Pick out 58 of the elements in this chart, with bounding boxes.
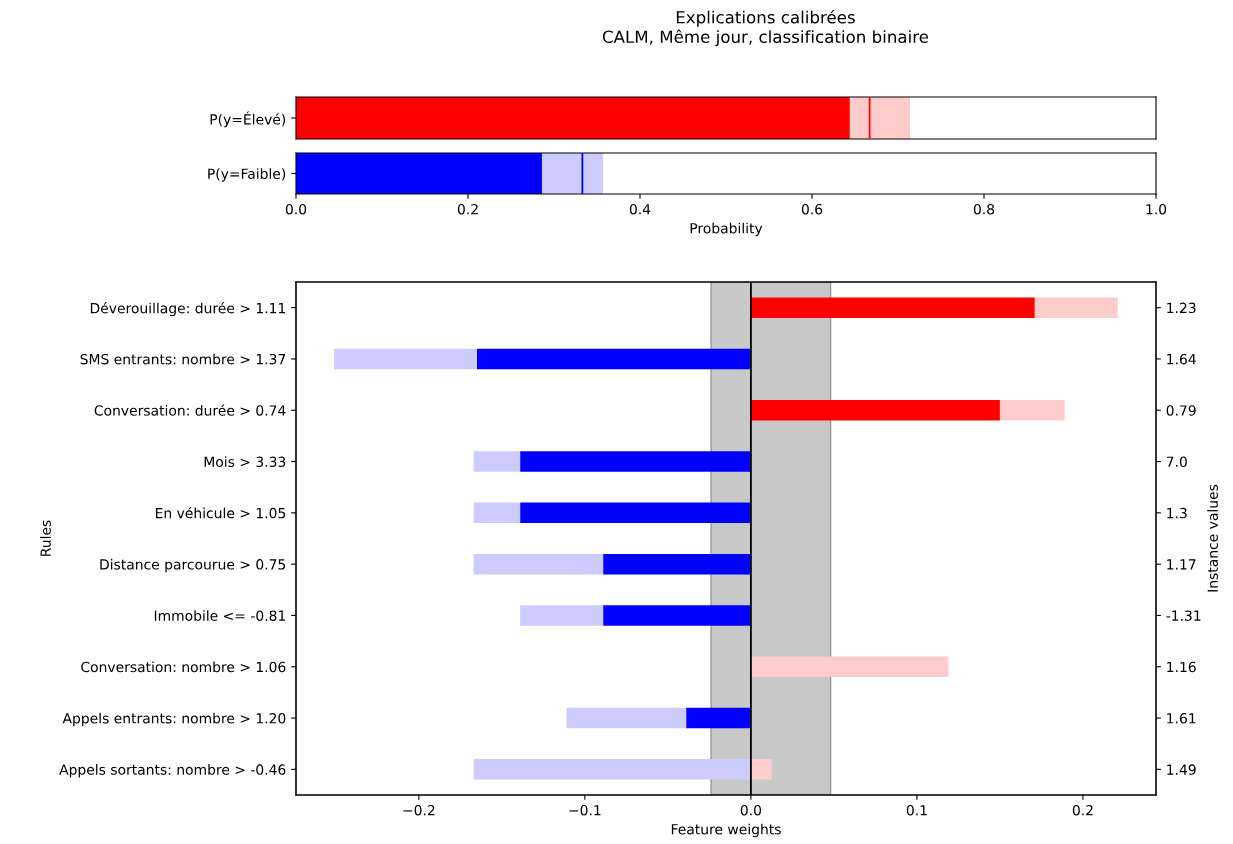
x-tick-label: 1.0 xyxy=(1146,203,1167,215)
y2-tick-label: 1.17 xyxy=(1167,559,1196,570)
y-tick-label: Mois > 3.33 xyxy=(204,456,286,468)
y2-tick-label: 7.0 xyxy=(1166,456,1187,468)
bar xyxy=(334,348,477,370)
y-tick-label: Appels sortants: nombre > -0.46 xyxy=(59,764,286,778)
y2-tick-label: 1.61 xyxy=(1167,713,1196,724)
x-tick-label: 0.2 xyxy=(1072,804,1093,816)
y2-tick-label: 1.23 xyxy=(1167,302,1196,314)
y-tick-label: P(y=Faible) xyxy=(208,168,286,182)
bar xyxy=(999,399,1065,421)
y-tick-label: P(y=Élevé) xyxy=(210,111,286,128)
bar xyxy=(566,707,687,729)
chart-title: Explications calibrées xyxy=(676,10,855,27)
y-tick-label: Immobile <= -0.81 xyxy=(154,610,285,621)
bar xyxy=(686,707,751,729)
bar xyxy=(473,759,751,780)
y2-tick-label: 0.79 xyxy=(1166,405,1196,416)
bar xyxy=(603,553,751,575)
y2-tick-label: -1.31 xyxy=(1166,610,1201,621)
bar xyxy=(520,502,751,524)
y-tick-label: SMS entrants: nombre > 1.37 xyxy=(80,353,286,365)
bar xyxy=(603,605,751,626)
y2-tick-label: 1.49 xyxy=(1167,764,1196,775)
bar xyxy=(750,656,949,678)
y2-tick-label: 1.64 xyxy=(1167,353,1196,365)
bar xyxy=(750,297,1035,318)
x-tick-label: 0.0 xyxy=(740,804,762,816)
bar xyxy=(520,451,751,472)
y-tick-label: Distance parcourue > 0.75 xyxy=(100,558,286,573)
x-axis-title: Feature weights xyxy=(671,823,781,838)
chart-subtitle: CALM, Même jour, classification binaire xyxy=(602,29,929,47)
x-tick-label: 0.2 xyxy=(457,203,478,215)
bar xyxy=(473,553,604,575)
y-axis-title: Rules xyxy=(40,520,51,556)
y2-axis-title: Instance values xyxy=(1207,484,1218,592)
bar xyxy=(520,605,604,626)
x-tick-label: 0.1 xyxy=(906,804,927,816)
y2-tick-label: 1.16 xyxy=(1167,661,1196,673)
x-tick-label: 0.4 xyxy=(629,203,651,215)
y-tick-label: Appels entrants: nombre > 1.20 xyxy=(62,712,286,727)
bar xyxy=(473,502,521,524)
bar xyxy=(750,399,1000,421)
x-tick-label: 0.0 xyxy=(285,203,307,215)
y-tick-label: En véhicule > 1.05 xyxy=(155,507,286,519)
bar xyxy=(476,348,751,370)
x-tick-label: 0.6 xyxy=(801,203,823,215)
y2-tick-label: 1.3 xyxy=(1167,507,1187,519)
x-tick-label: −0.1 xyxy=(569,804,601,816)
bar xyxy=(1034,297,1118,318)
x-axis-title: Probability xyxy=(690,222,763,237)
y-tick-label: Conversation: nombre > 1.06 xyxy=(81,661,286,673)
y-tick-label: Conversation: durée > 0.74 xyxy=(94,404,286,416)
bar xyxy=(750,759,772,780)
y-tick-label: Déverouillage: durée > 1.11 xyxy=(90,302,285,317)
x-tick-label: −0.2 xyxy=(403,804,435,816)
x-tick-label: 0.8 xyxy=(973,203,995,215)
bar xyxy=(473,451,521,472)
